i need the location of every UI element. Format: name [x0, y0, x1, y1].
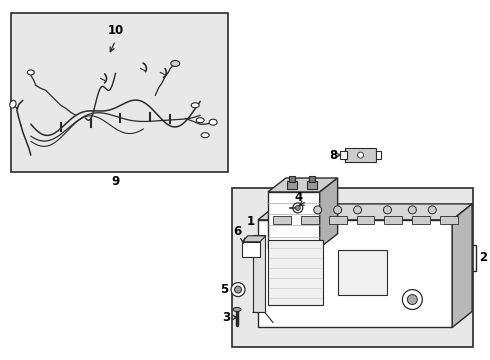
Ellipse shape — [10, 100, 16, 108]
Text: 4: 4 — [294, 192, 303, 204]
Bar — [413, 216, 430, 224]
Bar — [253, 235, 265, 312]
Text: 6: 6 — [233, 225, 241, 238]
Ellipse shape — [201, 133, 209, 138]
Polygon shape — [452, 204, 472, 328]
Bar — [242, 242, 260, 257]
Bar — [307, 181, 317, 189]
Circle shape — [428, 206, 436, 214]
Bar — [376, 151, 382, 159]
Circle shape — [408, 206, 416, 214]
Text: 8: 8 — [329, 149, 338, 162]
Bar — [232, 188, 473, 347]
Bar — [329, 216, 346, 224]
Text: 3: 3 — [222, 311, 230, 324]
Text: 10: 10 — [107, 24, 123, 37]
Circle shape — [231, 283, 245, 297]
Ellipse shape — [191, 103, 199, 108]
Bar — [289, 176, 295, 182]
Ellipse shape — [27, 70, 34, 75]
Circle shape — [384, 206, 392, 214]
Bar — [338, 250, 388, 294]
Text: 2: 2 — [479, 251, 487, 264]
Polygon shape — [258, 204, 472, 220]
Circle shape — [293, 203, 303, 213]
Bar — [268, 240, 323, 305]
Bar — [309, 176, 315, 182]
Circle shape — [235, 286, 242, 293]
Polygon shape — [268, 178, 338, 192]
Bar — [440, 216, 458, 224]
Text: 1: 1 — [247, 215, 255, 228]
Bar — [340, 151, 346, 159]
Circle shape — [358, 152, 364, 158]
Bar — [385, 216, 402, 224]
Bar — [273, 216, 291, 224]
Text: 9: 9 — [111, 175, 120, 189]
Bar — [344, 148, 376, 162]
Text: 5: 5 — [220, 283, 228, 296]
Ellipse shape — [233, 307, 241, 311]
Circle shape — [314, 206, 322, 214]
Ellipse shape — [196, 118, 204, 123]
Circle shape — [334, 206, 342, 214]
Circle shape — [354, 206, 362, 214]
Circle shape — [402, 289, 422, 310]
Bar — [287, 181, 297, 189]
Circle shape — [295, 206, 300, 210]
Ellipse shape — [209, 119, 217, 125]
Polygon shape — [242, 236, 266, 242]
Bar — [11, 13, 228, 172]
Polygon shape — [319, 178, 338, 248]
Bar — [357, 216, 374, 224]
Bar — [301, 216, 318, 224]
Text: 7: 7 — [407, 295, 416, 308]
Bar — [258, 220, 452, 328]
Circle shape — [407, 294, 417, 305]
Ellipse shape — [171, 60, 180, 67]
Bar — [268, 192, 319, 248]
